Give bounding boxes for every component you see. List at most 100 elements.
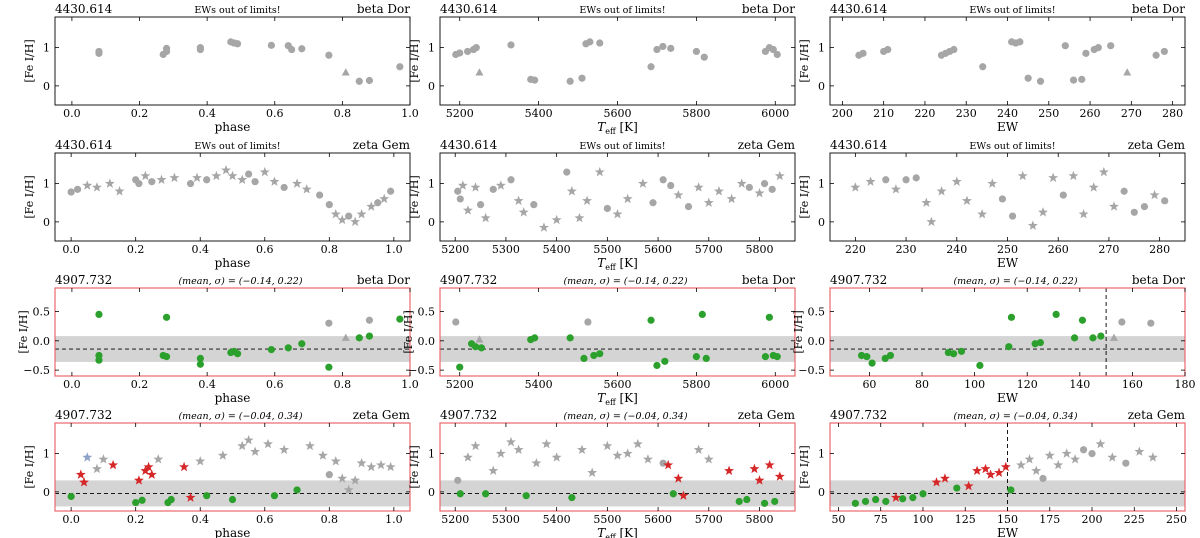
data-point bbox=[1130, 208, 1138, 216]
panel-wavelength: 4907.732 bbox=[55, 273, 112, 287]
panel-star-name: zeta Gem bbox=[353, 138, 411, 152]
y-tick-label: 0 bbox=[43, 80, 50, 93]
data-point-star bbox=[221, 165, 231, 175]
data-point bbox=[531, 76, 539, 84]
data-point-star bbox=[577, 444, 587, 454]
x-tick-label: 5800 bbox=[746, 513, 774, 526]
data-point bbox=[280, 183, 288, 192]
data-point bbox=[743, 495, 751, 504]
data-point bbox=[773, 353, 781, 361]
data-point-star bbox=[926, 216, 937, 227]
axes-frame bbox=[439, 16, 796, 106]
data-point bbox=[1088, 450, 1096, 458]
data-point bbox=[471, 343, 480, 351]
data-point-star bbox=[211, 170, 222, 181]
data-point-star bbox=[754, 187, 765, 198]
data-point bbox=[456, 195, 464, 203]
data-point bbox=[1052, 310, 1060, 318]
data-point bbox=[976, 361, 984, 370]
data-point bbox=[584, 318, 592, 326]
data-point-star bbox=[594, 166, 605, 177]
axes-frame bbox=[439, 422, 796, 512]
data-point-star bbox=[470, 440, 481, 451]
y-tick-label: 0.0 bbox=[418, 335, 436, 348]
y-tick-label: 0.5 bbox=[808, 305, 826, 318]
x-tick-label: 120 bbox=[1017, 378, 1038, 391]
x-tick-label: 250 bbox=[997, 243, 1018, 256]
data-point-star bbox=[305, 440, 315, 451]
data-point-star bbox=[1070, 454, 1081, 464]
data-point bbox=[1140, 202, 1149, 211]
data-point-star bbox=[1044, 450, 1055, 460]
data-point bbox=[872, 495, 880, 504]
data-point-star bbox=[250, 446, 261, 456]
points-r4c1 bbox=[67, 435, 396, 507]
data-point bbox=[578, 74, 586, 82]
data-point bbox=[1039, 474, 1047, 483]
panel-r4c2: 5200 5300 5400 5500 5600 5700 5800 0 1 [Fe I/H] Te… bbox=[408, 408, 796, 538]
data-point bbox=[950, 45, 958, 54]
data-point bbox=[186, 180, 195, 188]
x-tick-label: 0.4 bbox=[191, 513, 209, 526]
y-tick-label: 0.5 bbox=[33, 305, 51, 318]
x-tick-label: 240 bbox=[946, 243, 967, 256]
data-point bbox=[702, 354, 710, 362]
data-point-star bbox=[749, 463, 760, 474]
x-tick-label: 5600 bbox=[644, 513, 672, 526]
x-tick-label: 5400 bbox=[525, 107, 553, 120]
data-point bbox=[859, 49, 867, 57]
data-point bbox=[245, 170, 253, 178]
points-r3c3 bbox=[857, 310, 1155, 370]
x-tick-label: 210 bbox=[873, 107, 894, 120]
x-tick-label: 0.4 bbox=[191, 243, 209, 256]
data-point bbox=[949, 350, 958, 358]
data-point bbox=[1059, 191, 1067, 199]
panel-wavelength: 4907.732 bbox=[440, 273, 497, 287]
data-point-star bbox=[317, 450, 328, 460]
data-point-star bbox=[963, 480, 974, 491]
data-point bbox=[325, 51, 333, 59]
axes-frame bbox=[829, 152, 1186, 242]
data-point bbox=[167, 495, 175, 504]
x-tick-label: 270 bbox=[1098, 243, 1119, 256]
data-point-triangle bbox=[475, 68, 484, 76]
x-tick-label: 5200 bbox=[441, 243, 469, 256]
x-axis-label: EW bbox=[997, 256, 1019, 270]
x-tick-label: 125 bbox=[955, 513, 976, 526]
x-axis-label: phase bbox=[215, 391, 251, 405]
data-point bbox=[396, 315, 404, 323]
data-point bbox=[735, 497, 743, 506]
panel-wavelength: 4430.614 bbox=[830, 2, 888, 16]
data-point bbox=[387, 187, 395, 195]
panel-r2c3: 220 230 240 250 260 270 280 0 1 [Fe I/H] EW 4430.61… bbox=[798, 138, 1186, 270]
x-tick-label: 280 bbox=[1162, 107, 1183, 120]
data-point-star bbox=[140, 465, 151, 476]
data-point bbox=[1122, 459, 1130, 467]
y-axis-label: [Fe I/H] bbox=[792, 310, 805, 353]
data-point bbox=[365, 332, 374, 340]
data-point-star bbox=[1068, 170, 1079, 181]
y-axis-label: [Fe I/H] bbox=[408, 445, 421, 488]
data-point-star bbox=[356, 457, 367, 468]
y-tick-label: 0 bbox=[43, 216, 50, 229]
data-point-star bbox=[1078, 209, 1089, 219]
data-point-star bbox=[1017, 170, 1028, 181]
data-point bbox=[482, 490, 490, 498]
y-axis-label: [Fe I/H] bbox=[23, 175, 36, 218]
data-point-star bbox=[169, 172, 180, 183]
data-point-star bbox=[637, 178, 648, 188]
data-point bbox=[596, 350, 604, 358]
data-point-star bbox=[551, 452, 562, 462]
data-point bbox=[365, 316, 374, 324]
y-tick-label: 1 bbox=[43, 42, 50, 55]
panel-stats: (mean, σ) = (−0.14, 0.22) bbox=[563, 276, 687, 287]
data-point bbox=[881, 354, 889, 362]
panel-r1c3: 200 210 220 230 240 250 260 270 280 0 1 [Fe I/H] EW 4… bbox=[798, 2, 1186, 134]
panel-wavelength: 4430.614 bbox=[830, 138, 888, 152]
x-tick-label: 180 bbox=[1175, 378, 1196, 391]
x-axis-label: phase bbox=[215, 120, 251, 134]
x-tick-label: 0.4 bbox=[198, 378, 216, 391]
x-tick-label: 0.0 bbox=[62, 513, 80, 526]
data-point bbox=[659, 42, 667, 51]
data-point-star bbox=[301, 184, 312, 194]
